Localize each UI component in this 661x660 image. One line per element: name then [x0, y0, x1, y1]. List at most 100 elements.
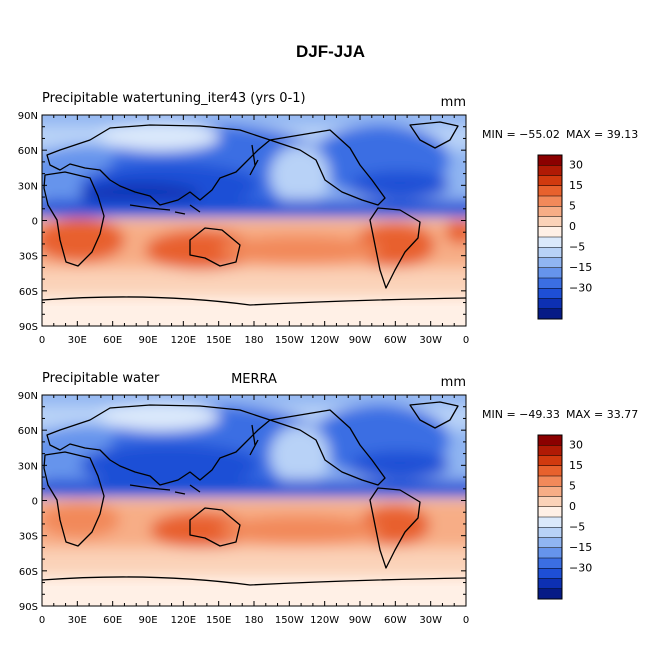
panel-1-max-label: MAX = 39.13	[566, 128, 638, 141]
y-tick-label: 30S	[19, 252, 38, 263]
colorbar-swatch	[538, 206, 562, 217]
colorbar-label: 30	[569, 439, 583, 452]
y-tick-label: 60N	[18, 146, 38, 157]
colorbar-label: −5	[569, 241, 585, 254]
x-tick-label: 90W	[349, 335, 372, 346]
colorbar-swatch	[538, 445, 562, 456]
colorbar-label: 15	[569, 459, 583, 472]
y-tick-label: 30N	[18, 461, 38, 472]
colorbar-swatch	[538, 465, 562, 477]
x-tick-label: 30E	[68, 335, 87, 346]
colorbar-swatch	[538, 506, 562, 518]
x-tick-label: 30W	[419, 615, 442, 626]
x-tick-label: 120W	[310, 615, 339, 626]
colorbar-swatch	[538, 288, 562, 299]
y-tick-label: 90S	[19, 602, 38, 613]
colorbar-swatch	[538, 486, 562, 497]
colorbar-swatch	[538, 435, 562, 446]
y-tick-label: 0	[32, 497, 38, 508]
y-tick-label: 30N	[18, 181, 38, 192]
panel-2-y-tick-labels: 90N 60N 30N 0 30S 60S 90S	[18, 391, 38, 613]
x-tick-label: 60E	[103, 615, 122, 626]
colorbar-swatch	[538, 267, 562, 279]
colorbar-swatch	[538, 298, 562, 310]
panel-2-max-label: MAX = 33.77	[566, 408, 638, 421]
panel-2-coastlines	[42, 401, 466, 586]
x-tick-label: 180	[244, 615, 263, 626]
x-tick-label: 180	[244, 335, 263, 346]
panel-1-units: mm	[441, 95, 466, 110]
x-tick-label: 0	[39, 615, 45, 626]
colorbar-swatch	[538, 537, 562, 549]
colorbar-swatch	[538, 527, 562, 538]
panel-1-min-label: MIN = −55.02	[482, 128, 560, 141]
x-tick-label: 150W	[275, 615, 304, 626]
x-tick-label: 0	[463, 335, 469, 346]
colorbar-label: −15	[569, 261, 592, 274]
colorbar-label: −15	[569, 541, 592, 554]
panel-2-min-label: MIN = −49.33	[482, 408, 560, 421]
colorbar-label: −5	[569, 521, 585, 534]
colorbar-swatch	[538, 476, 562, 487]
colorbar-swatch	[538, 568, 562, 579]
colorbar-swatch	[538, 278, 562, 289]
y-tick-label: 90N	[18, 111, 38, 122]
y-tick-label: 0	[32, 217, 38, 228]
colorbar-swatch	[538, 175, 562, 187]
x-tick-label: 90W	[349, 615, 372, 626]
colorbar-swatch	[538, 196, 562, 207]
colorbar-label: 5	[569, 480, 576, 493]
panel-2-colorbar: 30 15 5 0 −5 −15 −30	[537, 434, 592, 600]
colorbar-swatch	[538, 226, 562, 238]
x-tick-label: 150W	[275, 335, 304, 346]
colorbar-label: 15	[569, 179, 583, 192]
colorbar-swatch	[538, 308, 562, 320]
y-tick-label: 90S	[19, 322, 38, 333]
x-tick-label: 30W	[419, 335, 442, 346]
main-title: DJF-JJA	[296, 42, 365, 61]
panel-2-field	[42, 395, 466, 606]
panel-2-units: mm	[441, 375, 466, 390]
colorbar-swatch	[538, 455, 562, 467]
panel-2: Precipitable water MERRA mm	[18, 371, 638, 626]
colorbar-swatch	[538, 578, 562, 590]
x-tick-label: 150E	[206, 615, 231, 626]
colorbar-label: −30	[569, 562, 592, 575]
y-tick-label: 60S	[19, 287, 38, 298]
colorbar-swatch	[538, 496, 562, 508]
panel-1-coastlines	[42, 121, 466, 306]
x-tick-label: 90E	[138, 335, 157, 346]
colorbar-swatch	[538, 216, 562, 228]
panel-1-ticks	[41, 114, 467, 327]
panel-1-title: Precipitable watertuning_iter43 (yrs 0-1…	[42, 91, 306, 106]
colorbar-label: −30	[569, 282, 592, 295]
colorbar-swatch	[538, 558, 562, 569]
x-tick-label: 60E	[103, 335, 122, 346]
panel-1-y-tick-labels: 90N 60N 30N 0 30S 60S 90S	[18, 111, 38, 333]
x-tick-label: 120E	[171, 615, 196, 626]
x-tick-label: 150E	[206, 335, 231, 346]
x-tick-label: 0	[463, 615, 469, 626]
panel-2-ticks	[41, 394, 467, 607]
colorbar-swatch	[538, 155, 562, 166]
colorbar-swatch	[538, 237, 562, 248]
y-tick-label: 90N	[18, 391, 38, 402]
colorbar-label: 5	[569, 200, 576, 213]
colorbar-swatch	[538, 185, 562, 197]
x-tick-label: 60W	[384, 335, 407, 346]
panel-1: Precipitable watertuning_iter43 (yrs 0-1…	[18, 91, 638, 346]
colorbar-swatch	[538, 165, 562, 176]
panel-1-colorbar: 30 15 5 0 −5 −15 −30	[537, 154, 592, 320]
x-tick-label: 30E	[68, 615, 87, 626]
x-tick-label: 120W	[310, 335, 339, 346]
colorbar-label: 0	[569, 220, 576, 233]
panel-2-title: Precipitable water	[42, 371, 160, 386]
panel-1-field	[42, 115, 466, 326]
x-tick-label: 60W	[384, 615, 407, 626]
y-tick-label: 30S	[19, 532, 38, 543]
panel-2-dataset-label: MERRA	[231, 372, 277, 387]
colorbar-swatch	[538, 247, 562, 258]
panel-1-x-tick-labels: 0 30E 60E 90E 120E 150E 180 150W 120W 90W 60W 30W 0	[39, 335, 469, 346]
colorbar-label: 0	[569, 500, 576, 513]
